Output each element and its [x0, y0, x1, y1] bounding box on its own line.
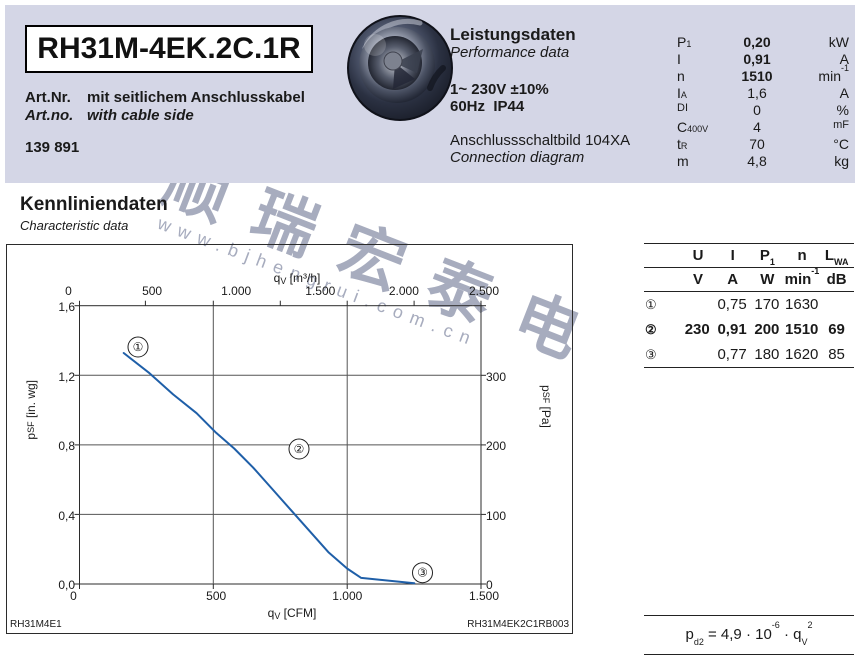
- svg-text:②: ②: [294, 442, 305, 456]
- svg-text:③: ③: [417, 566, 428, 580]
- svg-text:①: ①: [133, 340, 144, 354]
